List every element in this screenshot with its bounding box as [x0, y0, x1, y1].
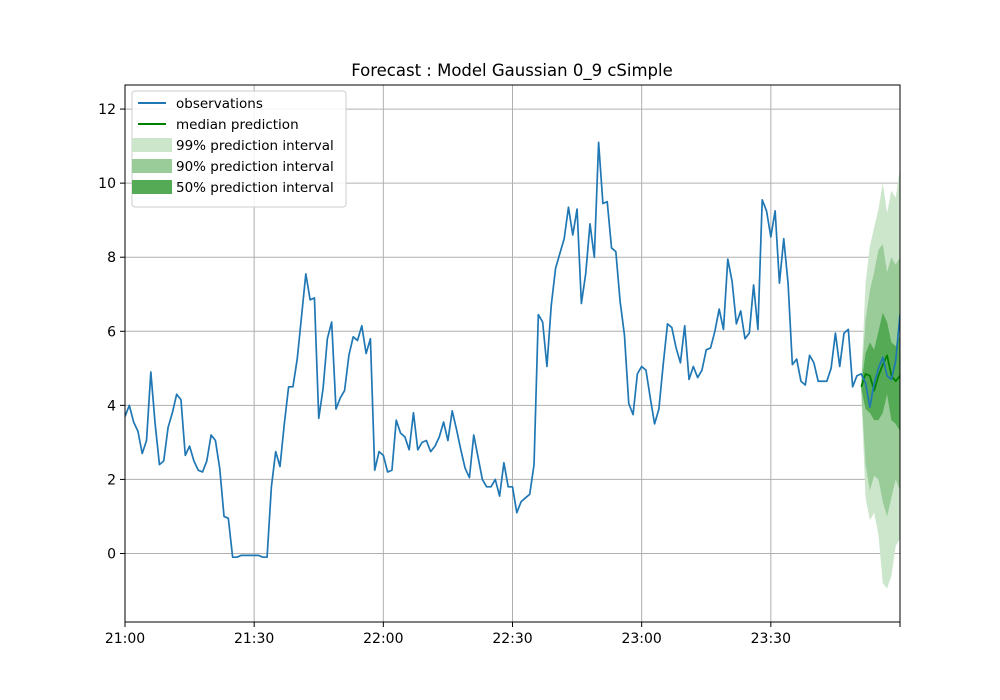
line-observations — [125, 141, 900, 559]
prediction-intervals — [861, 168, 900, 589]
legend-label: 50% prediction interval — [176, 180, 334, 196]
legend-patch-swatch — [132, 159, 172, 173]
legend-item: 99% prediction interval — [132, 138, 334, 154]
y-tick-label: 8 — [107, 250, 116, 266]
y-tick-label: 0 — [107, 546, 116, 562]
data-lines — [125, 141, 900, 559]
y-tick-label: 12 — [98, 102, 116, 118]
legend-patch-swatch — [132, 180, 172, 194]
legend-item: 50% prediction interval — [132, 180, 334, 196]
y-tick-label: 2 — [107, 472, 116, 488]
legend-label: 90% prediction interval — [176, 159, 334, 175]
x-tick-label: 23:00 — [621, 631, 661, 647]
legend-item: 90% prediction interval — [132, 159, 334, 175]
y-tick-label: 6 — [107, 324, 116, 340]
chart-title: Forecast : Model Gaussian 0_9 cSimple — [351, 61, 673, 81]
x-tick-label: 22:30 — [492, 631, 532, 647]
axes: 21:00 21:30 22:00 22:30 23:00 23:30 0 2 4 6 8 10 12 — [98, 84, 901, 647]
x-tick-label: 21:00 — [105, 631, 145, 647]
legend-item: median prediction — [138, 117, 299, 133]
legend-patch-swatch — [132, 138, 172, 152]
y-tick-label: 10 — [98, 176, 116, 192]
legend-label: 99% prediction interval — [176, 138, 334, 154]
legend-label: observations — [176, 96, 263, 112]
line-median-prediction — [860, 354, 900, 392]
y-tick-label: 4 — [107, 398, 116, 414]
legend-label: median prediction — [176, 117, 299, 133]
x-tick-label: 21:30 — [234, 631, 274, 647]
legend: observations median prediction 99% predict… — [131, 90, 347, 208]
grid-lines — [125, 85, 900, 622]
x-tick-label: 23:30 — [751, 631, 791, 647]
legend-item: observations — [138, 96, 263, 112]
x-tick-label: 22:00 — [363, 631, 403, 647]
